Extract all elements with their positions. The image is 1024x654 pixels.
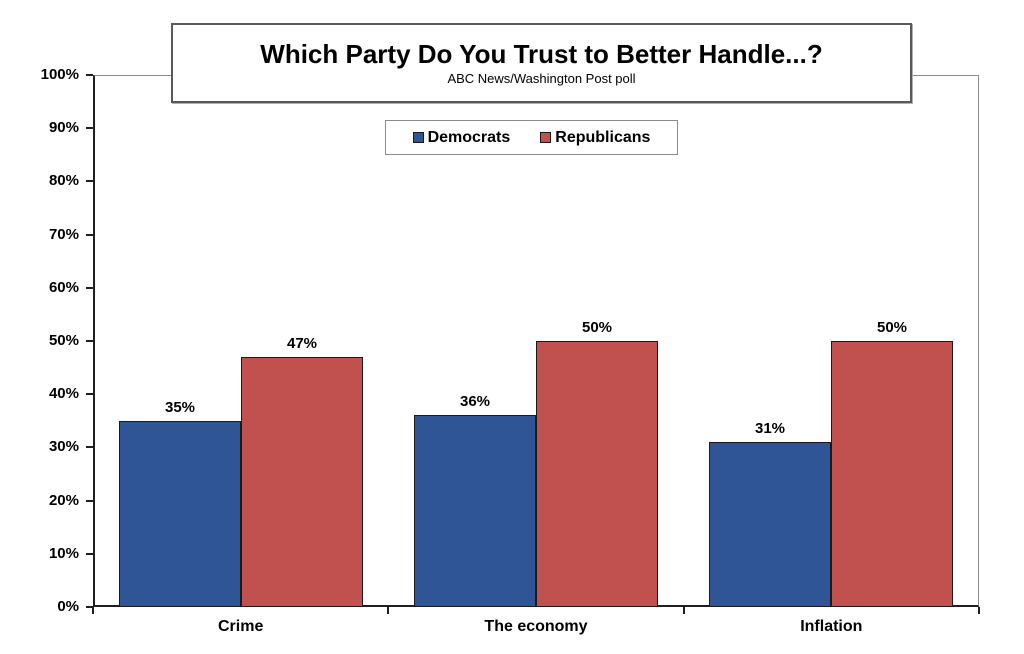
y-tick-mark [86,340,93,342]
y-tick-label: 40% [48,385,79,403]
legend: Democrats Republicans [385,120,678,155]
legend-entry: Democrats [412,128,511,146]
bar-value-label: 50% [581,319,613,336]
x-tick-mark [92,607,94,614]
y-tick-label: 30% [48,438,79,456]
x-tick-mark [387,607,390,614]
legend-swatch-icon [412,132,424,143]
x-category-label: Crime [217,618,264,635]
y-tick-mark [86,127,93,130]
legend-swatch-icon [540,132,552,143]
chart-title-box: Which Party Do You Trust to Better Handl… [171,23,912,103]
y-tick-label: 70% [48,225,79,243]
y-tick-label: 0% [57,598,79,615]
y-tick-mark [86,552,93,555]
y-tick-label: 20% [48,491,79,509]
chart-title: Which Party Do You Trust to Better Handl… [260,39,823,69]
y-tick-mark [86,446,93,449]
y-tick-label: 100% [40,66,79,83]
legend-label: Republicans [555,128,651,146]
bar [536,341,658,607]
y-tick-mark [86,286,93,289]
chart-subtitle: ABC News/Washington Post poll [447,71,636,86]
bar [709,442,831,607]
y-tick-label: 10% [48,544,79,562]
y-tick-mark [86,233,93,236]
bar [831,341,953,607]
legend-entry: Republicans [540,128,651,146]
bar-value-label: 31% [754,420,786,437]
bar [241,357,363,607]
y-tick-label: 50% [48,332,79,349]
y-tick-label: 90% [48,119,79,137]
bar [119,421,241,607]
y-tick-mark [86,606,93,608]
y-tick-mark [86,393,93,396]
y-tick-label: 60% [48,278,79,296]
y-tick-label: 80% [48,172,79,190]
bar [414,415,536,607]
y-tick-mark [86,180,93,183]
x-tick-mark [978,607,980,614]
y-tick-mark [86,74,93,76]
bar-value-label: 47% [286,335,318,352]
y-tick-mark [86,499,93,502]
x-tick-mark [682,607,685,614]
bar-value-label: 50% [876,319,908,336]
x-category-label: Inflation [800,618,863,635]
bar-value-label: 35% [164,399,196,416]
bar-value-label: 36% [459,393,491,410]
legend-label: Democrats [427,128,511,146]
x-category-label: The economy [484,618,588,635]
